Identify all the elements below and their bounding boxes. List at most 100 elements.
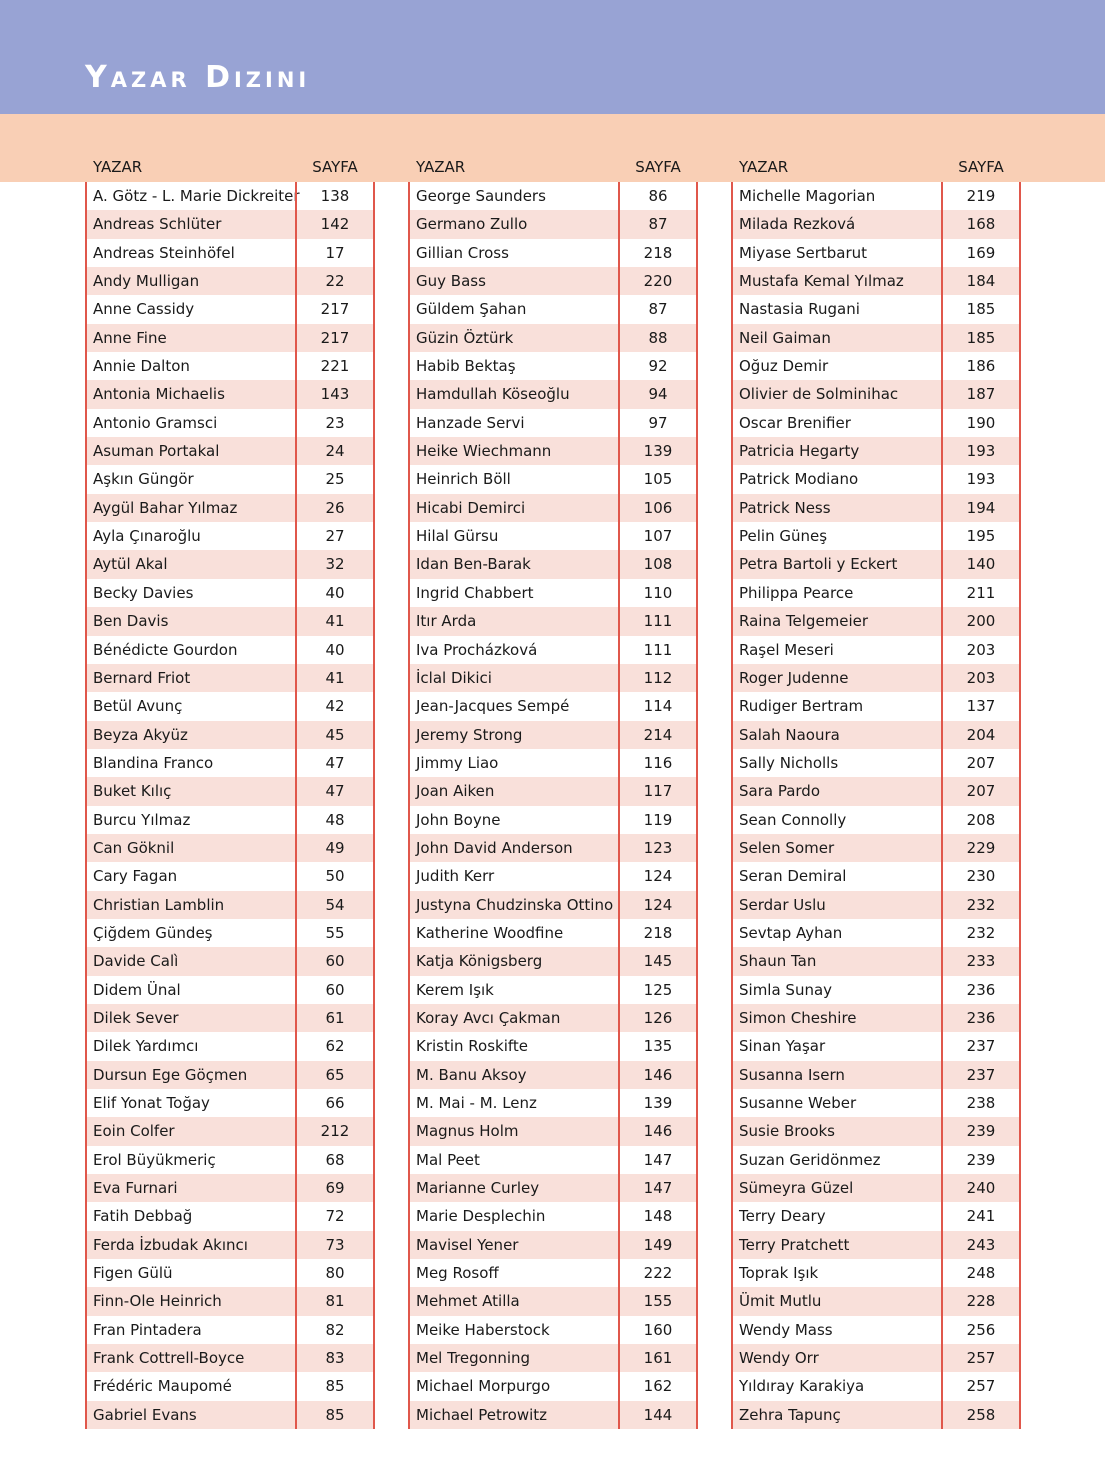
index-row: Serdar Uslu 232 (733, 890, 1021, 919)
author-name: Beyza Akyüz (93, 725, 188, 744)
index-row: Bernard Friot 41 (87, 663, 375, 693)
index-row: Elif Yonat Toğay 66 (87, 1089, 375, 1118)
index-row: Mustafa Kemal Yılmaz 184 (733, 267, 1021, 296)
page-number: 80 (295, 1259, 375, 1288)
author-name: Antonio Gramsci (93, 413, 218, 432)
index-row: Michelle Magorian 219 (733, 182, 1021, 211)
index-row: Davide Calì 60 (87, 947, 375, 976)
page-number: 146 (618, 1060, 698, 1089)
author-name: Sevtap Ayhan (739, 923, 843, 942)
index-row: Burcu Yılmaz 48 (87, 805, 375, 834)
index-row: Zehra Tapunç 258 (733, 1400, 1021, 1430)
author-name: Jeremy Strong (416, 725, 523, 744)
index-column: YAZAR SAYFA Michelle Magorian 219 Milada Re… (731, 150, 1021, 1430)
index-row: Frank Cottrell-Boyce 83 (87, 1344, 375, 1373)
index-row: Eoin Colfer 212 (87, 1117, 375, 1146)
index-row: Eva Furnari 69 (87, 1174, 375, 1203)
page-number: 193 (941, 465, 1021, 494)
author-name: Fatih Debbağ (93, 1207, 193, 1226)
index-row: Yıldıray Karakiya 257 (733, 1372, 1021, 1401)
page-number: 88 (618, 323, 698, 353)
index-row: Nastasia Rugani 185 (733, 295, 1021, 324)
page-number: 111 (618, 607, 698, 636)
index-row: Kristin Roskifte 135 (410, 1032, 698, 1061)
author-name: Kristin Roskifte (416, 1037, 529, 1056)
page-number: 140 (941, 550, 1021, 579)
page-number: 117 (618, 777, 698, 806)
index-row: Susanna Isern 237 (733, 1060, 1021, 1089)
page-number: 232 (941, 890, 1021, 919)
index-row: Çiğdem Gündeş 55 (87, 918, 375, 948)
page-number: 114 (618, 692, 698, 721)
author-name: Miyase Sertbarut (739, 243, 868, 262)
author-name: Meike Haberstock (416, 1320, 550, 1339)
index-row: Sean Connolly 208 (733, 805, 1021, 834)
index-row: Shaun Tan 233 (733, 947, 1021, 976)
index-row: Patrick Modiano 193 (733, 465, 1021, 494)
author-name: Christian Lamblin (93, 895, 225, 914)
index-row: Sara Pardo 207 (733, 777, 1021, 806)
author-name: Dilek Yardımcı (93, 1037, 199, 1056)
index-row: Mehmet Atilla 155 (410, 1287, 698, 1316)
author-name: Oscar Brenifier (739, 413, 851, 432)
page-number: 219 (941, 182, 1021, 211)
index-row: A. Götz - L. Marie Dickreiter 138 (87, 182, 375, 211)
page-number: 193 (941, 437, 1021, 466)
author-name: Terry Deary (739, 1207, 826, 1226)
author-name: Katja Königsberg (416, 952, 543, 971)
page-number: 220 (618, 267, 698, 296)
page-number: 207 (941, 748, 1021, 778)
index-row: Heike Wiechmann 139 (410, 437, 698, 466)
index-row: Hamdullah Köseoğlu 94 (410, 380, 698, 409)
page-number: 60 (295, 947, 375, 976)
index-row: Salah Naoura 204 (733, 720, 1021, 749)
author-name: Ümit Mutlu (739, 1292, 822, 1311)
index-row: Oğuz Demir 186 (733, 352, 1021, 381)
author-name: Dilek Sever (93, 1008, 179, 1027)
page-number: 147 (618, 1145, 698, 1175)
page-header: SAYFA (312, 158, 358, 176)
page-number: 25 (295, 465, 375, 494)
author-name: Blandina Franco (93, 753, 214, 772)
page-number: 243 (941, 1230, 1021, 1260)
page-number: 61 (295, 1003, 375, 1033)
page-title: Yazar Dizini (85, 60, 311, 95)
page-number: 40 (295, 635, 375, 664)
page-number: 105 (618, 465, 698, 494)
index-row: Hilal Gürsu 107 (410, 522, 698, 551)
page-number: 203 (941, 635, 1021, 664)
author-name: Magnus Holm (416, 1122, 519, 1141)
author-name: Cary Fagan (93, 867, 178, 886)
page-number: 139 (618, 437, 698, 466)
page-number: 107 (618, 522, 698, 551)
author-name: Buket Kılıç (93, 782, 172, 801)
author-name: Raşel Meseri (739, 640, 834, 659)
index-row: Philippa Pearce 211 (733, 578, 1021, 608)
author-name: Jimmy Liao (416, 753, 499, 772)
index-row: Ümit Mutlu 228 (733, 1287, 1021, 1316)
page-number: 147 (618, 1174, 698, 1203)
author-name: Michael Petrowitz (416, 1405, 548, 1424)
index-row: Neil Gaiman 185 (733, 323, 1021, 353)
author-name: Frédéric Maupomé (93, 1377, 232, 1396)
author-name: Davide Calì (93, 952, 179, 971)
index-row: Pelin Güneş 195 (733, 522, 1021, 551)
page-number: 233 (941, 947, 1021, 976)
index-row: Bénédicte Gourdon 40 (87, 635, 375, 664)
index-row: Wendy Orr 257 (733, 1344, 1021, 1373)
index-row: Habib Bektaş 92 (410, 352, 698, 381)
author-name: Burcu Yılmaz (93, 810, 191, 829)
page-number: 139 (618, 1089, 698, 1118)
page-number: 106 (618, 493, 698, 523)
page-number: 87 (618, 295, 698, 324)
index-row: Annie Dalton 221 (87, 352, 375, 381)
page-number: 212 (295, 1117, 375, 1146)
index-rows: George Saunders 86 Germano Zullo 87 Gillian … (408, 182, 698, 1430)
index-row: Petra Bartoli y Eckert 140 (733, 550, 1021, 579)
author-name: Güzin Öztürk (416, 328, 514, 347)
index-row: Ben Davis 41 (87, 607, 375, 636)
page-number: 145 (618, 947, 698, 976)
index-row: Blandina Franco 47 (87, 748, 375, 778)
page-number: 160 (618, 1315, 698, 1345)
page-number: 55 (295, 918, 375, 948)
